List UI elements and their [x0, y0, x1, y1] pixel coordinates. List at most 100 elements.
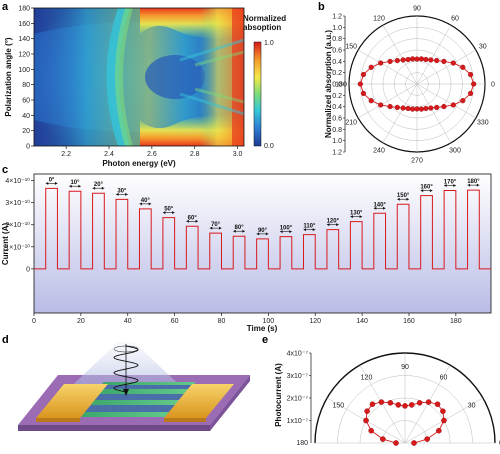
polar-b-angle-label: 210 [345, 120, 357, 127]
panel-letter-c: c [2, 164, 8, 176]
pulse-angle-label: 140° [373, 202, 386, 208]
polar-b-point [467, 71, 474, 78]
polar-e-rtick-label: 3x10⁻⁷ [287, 373, 309, 380]
pulse-angle-label: 120° [327, 219, 340, 225]
polar-b-angle-label: 30 [479, 44, 487, 51]
beam-arrow [123, 389, 129, 396]
trace-xtick-label: 60 [171, 318, 179, 325]
heatmap-ytick-label: 120 [18, 52, 30, 59]
polar-e-point [436, 427, 442, 434]
polar-b-ylabel: Normalized absorption (a.u.) [324, 30, 333, 138]
heatmap-ytick-label: 140 [18, 36, 30, 43]
trace-ytick-label: 0 [26, 266, 30, 273]
polar-b-point [400, 57, 406, 63]
polar-b-point [414, 106, 420, 112]
trace-ytick-label: 2×10⁻¹⁰ [5, 221, 30, 229]
heatmap-axes: 2.2 2.4 2.6 2.8 3.0 0 20 40 60 80 100 120 140 160 180 [18, 6, 242, 159]
pulse-arrow-head [265, 232, 269, 236]
polar-b-point [360, 90, 367, 97]
polar-b-rtick-label: 0.2 [332, 70, 342, 77]
heatmap-xtick-label: 2.4 [104, 151, 114, 158]
polar-e-point [411, 440, 417, 446]
polar-b-point [467, 90, 474, 97]
polar-b-spoke [416, 83, 452, 144]
pulse-arrow-head [280, 230, 283, 234]
pulse-angle-label: 90° [258, 228, 268, 234]
pulse-angle-label: 130° [350, 211, 363, 217]
polar-b-rtick-label: 0.8 [332, 36, 342, 43]
polar-e-rtick-label: 4x10⁻⁷ [287, 351, 309, 358]
heatmap-ytick-label: 180 [18, 6, 30, 13]
polar-b-angle-label: 180 [335, 82, 347, 89]
polar-e-angle-label: 30 [468, 403, 476, 410]
pulse-arrow-head [218, 226, 222, 230]
polar-e-point [368, 427, 374, 434]
polar-b-rtick-label: 0.4 [332, 59, 342, 66]
pulse-angle-label: 60° [188, 215, 198, 221]
polar-e-point [440, 408, 446, 414]
trace-ylabel: Current (A) [1, 223, 10, 266]
heatmap-xtick-label: 2.6 [147, 151, 157, 158]
polar-e-point [416, 400, 423, 406]
heatmap-frame [33, 7, 245, 147]
polar-b-point [418, 106, 425, 112]
pulse-arrow-head [125, 192, 128, 196]
polar-b-point [434, 104, 440, 111]
heatmap-ytick-label: 60 [22, 98, 30, 105]
polar-b-point [441, 58, 447, 65]
polar-b-angle-label: 120 [373, 16, 385, 23]
polar-b-rtick-label: 0.6 [332, 48, 342, 55]
pulse-angle-label: 30° [117, 188, 127, 194]
pulse-angle-label: 10° [70, 180, 80, 186]
polar-e-point [369, 401, 376, 408]
polar-e-angle-label: 90 [401, 364, 409, 371]
electrode-right [164, 384, 234, 422]
polar-b-angle-label: 270 [411, 158, 423, 165]
polar-b-point [450, 60, 456, 66]
pulse-angle-label: 70° [211, 222, 221, 228]
pulse-arrow-head [444, 184, 447, 188]
polar-b-point [405, 105, 411, 112]
polar-b-point [441, 103, 447, 110]
polar-e-point [395, 402, 402, 408]
heatmap-ytick-label: 100 [18, 67, 30, 74]
pulse-angle-label: 80° [235, 225, 245, 231]
polar-b-spoke [382, 24, 418, 85]
pulse-angle-label: 100° [280, 226, 293, 232]
colorbar-max-label: 1.0 [264, 40, 274, 47]
panel-letter-a: a [2, 1, 9, 13]
polar-b-angle-label: 300 [449, 147, 461, 154]
polar-e-rtick-label: 2x10⁻⁷ [287, 396, 309, 403]
polar-e-angle-label: 60 [440, 374, 448, 381]
pulse-arrow-head [420, 189, 424, 193]
pulse-angle-label: 180° [467, 179, 480, 185]
polar-e-rtick-label: 1x10⁻⁷ [287, 418, 309, 425]
pulse-arrow-head [467, 183, 471, 187]
trace-xtick-label: 0 [32, 318, 36, 325]
trace-xtick-label: 40 [124, 318, 132, 325]
trace-ytick-label: 1×10⁻¹⁰ [5, 243, 30, 251]
polar-b-point [460, 64, 466, 70]
colorbar-title-box: Normalized absoption [243, 14, 286, 32]
pulse-arrow-head [406, 197, 409, 201]
pulse-arrow-head [336, 223, 339, 227]
pulse-arrow-head [383, 206, 386, 210]
polar-e-point [378, 399, 385, 405]
panel-b-polar: 0 30 60 90 120 150 180 210 240 270 300 330 0.0 0.2 0.2… [332, 6, 495, 165]
polar-e-angle-label: 150 [332, 403, 344, 410]
polar-b-spoke [416, 24, 452, 85]
polar-b-point [368, 64, 374, 70]
trace-xtick-label: 140 [356, 318, 368, 325]
pulse-angle-label: 160° [420, 185, 433, 191]
heatmap-xtick-label: 2.2 [61, 151, 71, 158]
pulse-angle-label: 110° [303, 224, 316, 230]
pulse-arrow-head [233, 229, 236, 233]
polar-b-point [400, 105, 406, 111]
polar-b-point [418, 56, 425, 62]
polar-b-point [434, 57, 440, 64]
polar-b-rtick-label: 1.2 [332, 14, 342, 21]
trace-xtick-label: 20 [77, 318, 85, 325]
polar-e-point [380, 436, 386, 442]
polar-e-point [402, 403, 408, 409]
polar-b-point [394, 104, 400, 111]
